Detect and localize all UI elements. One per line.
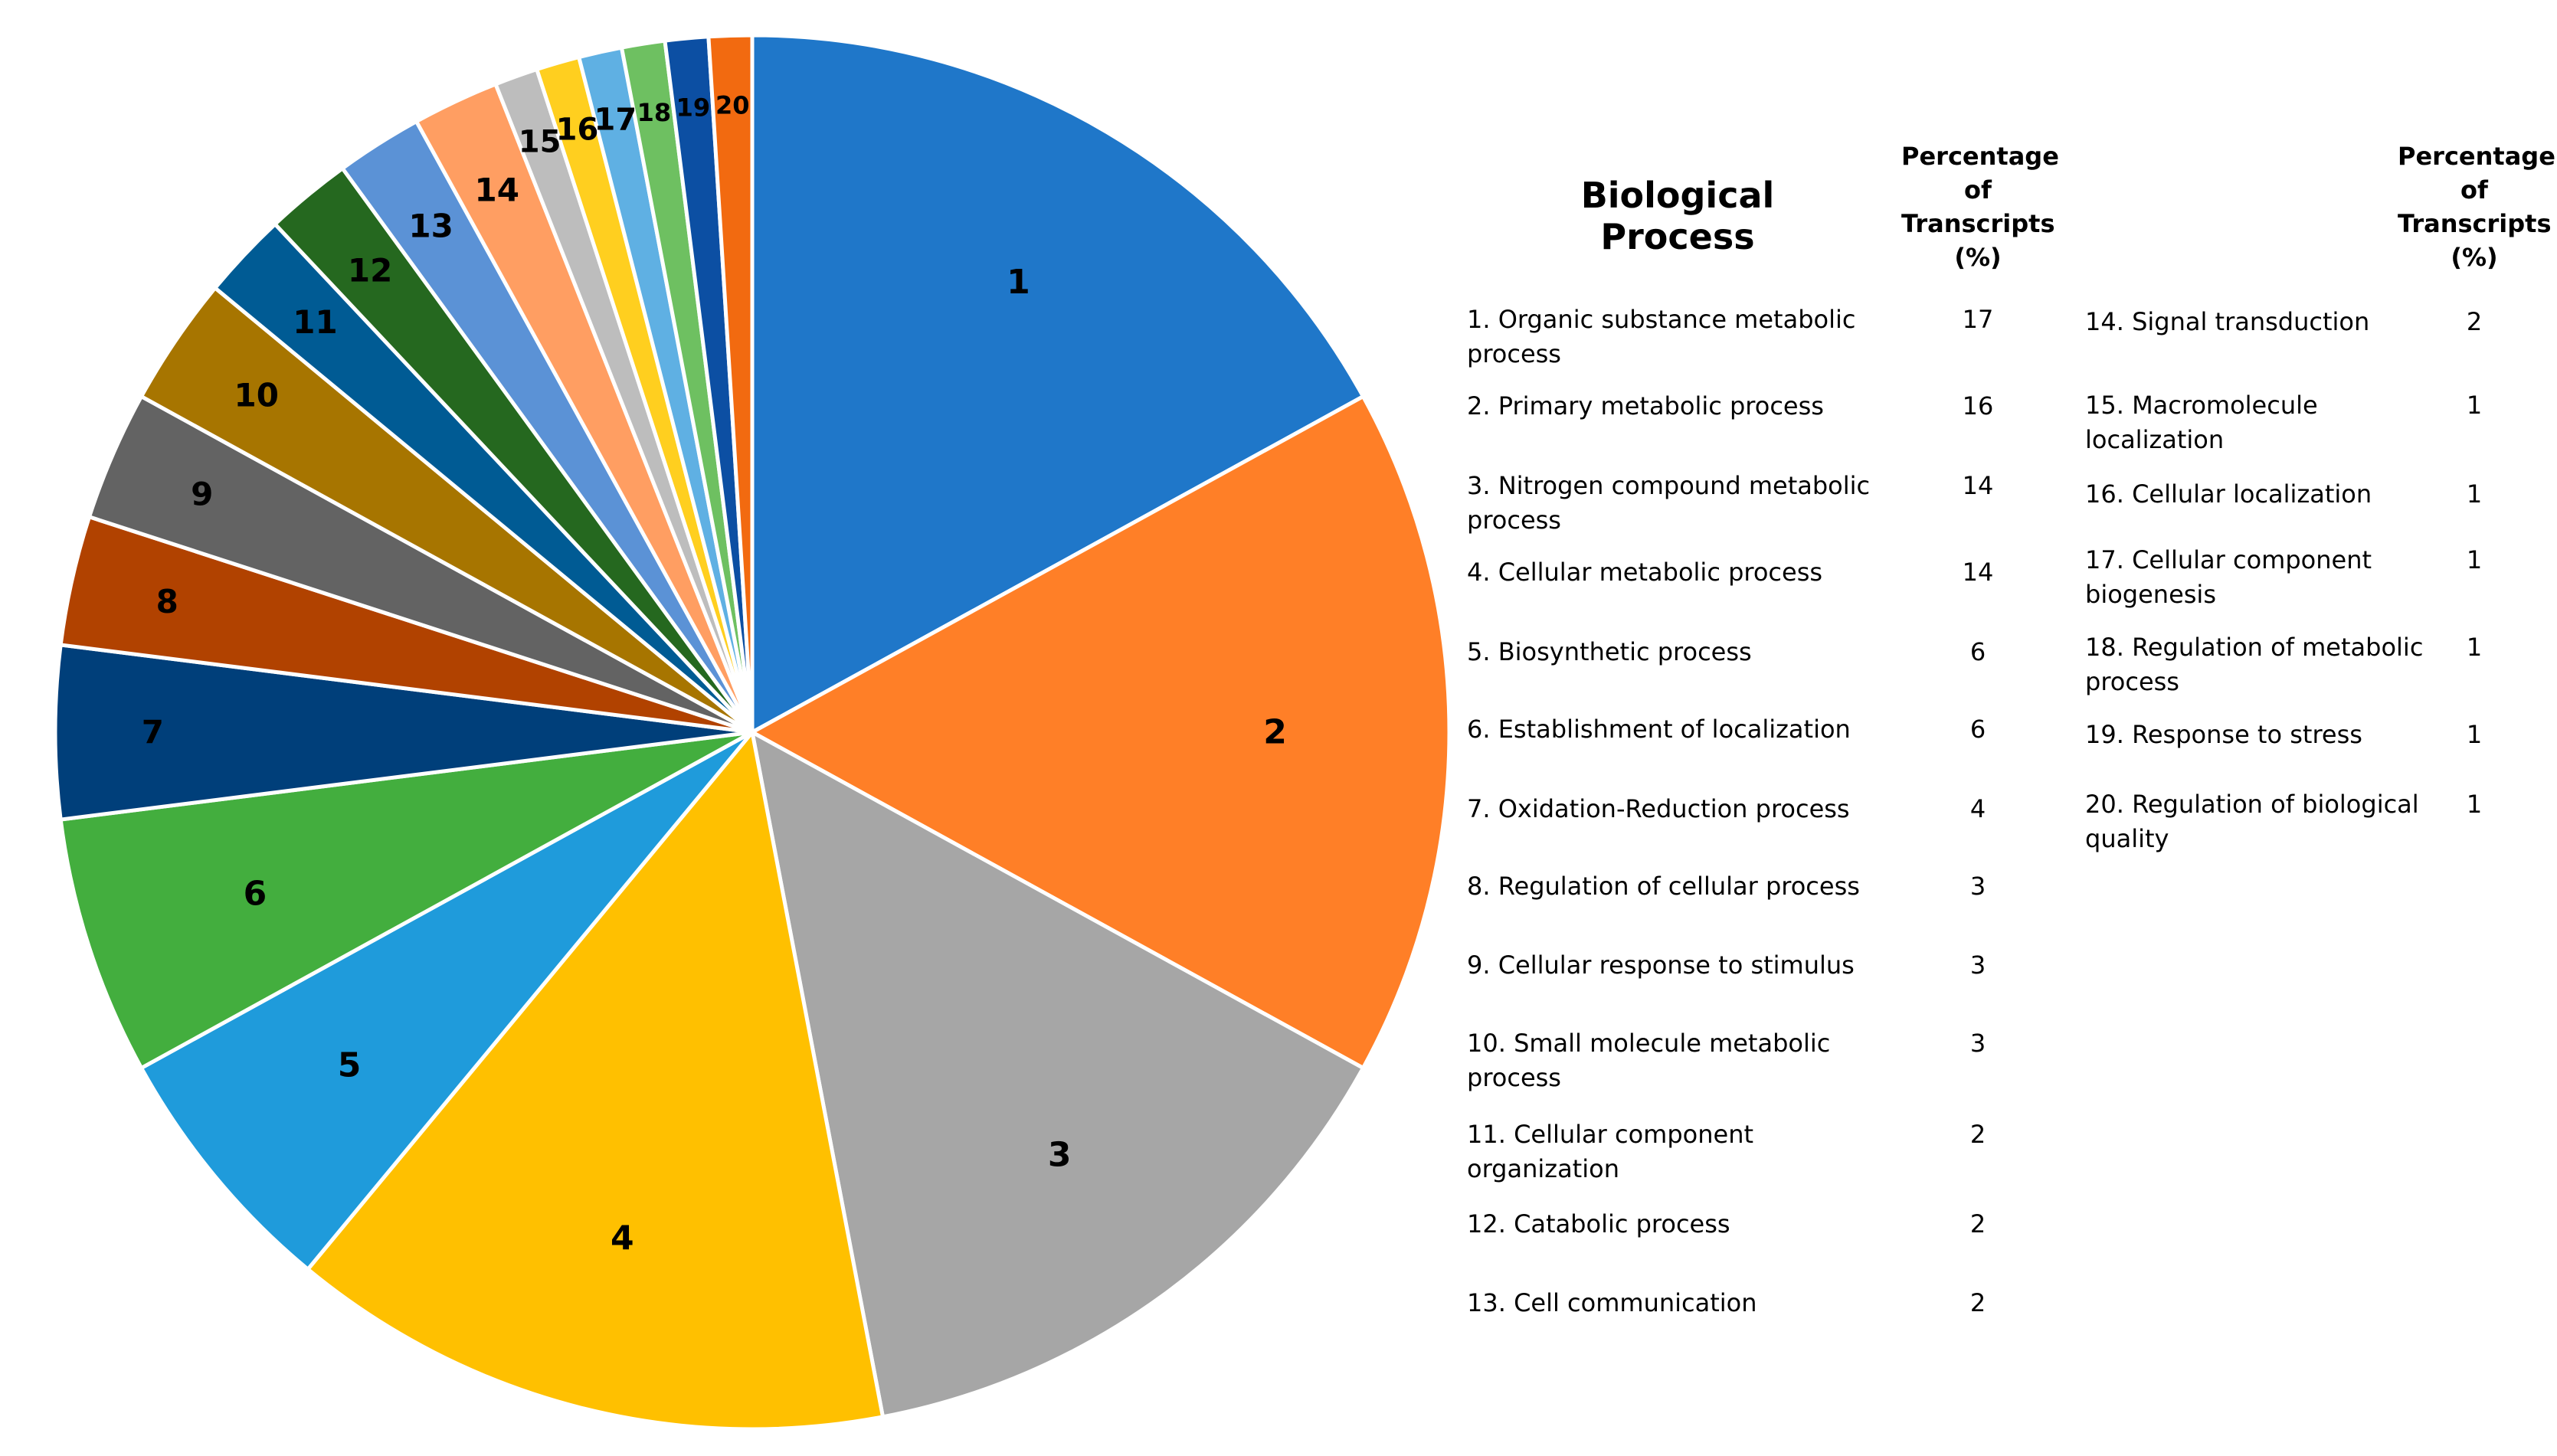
- pct-header-line-2: of: [2460, 175, 2488, 204]
- legend-row-label-3: 3. Nitrogen compound metabolic process: [1467, 471, 1871, 535]
- legend-row-value-15: 1: [2466, 391, 2483, 420]
- legend-row-value-13: 2: [1969, 1288, 1986, 1317]
- legend-row-label-10: 10. Small molecule metabolic process: [1467, 1029, 1831, 1092]
- legend-row-value-18: 1: [2466, 633, 2483, 662]
- slice-label-19: 19: [676, 93, 711, 123]
- legend-row-value-16: 1: [2466, 479, 2483, 509]
- slice-label-1: 1: [1007, 263, 1030, 302]
- slice-label-20: 20: [715, 90, 750, 119]
- legend-row-value-12: 2: [1969, 1209, 1986, 1238]
- pct-header-line-3: Transcripts: [2398, 209, 2552, 238]
- pct-header-left: Percentage of Transcripts (%): [1901, 139, 2059, 274]
- slice-label-15: 15: [519, 124, 561, 159]
- slice-label-5: 5: [338, 1046, 362, 1085]
- legend-row-value-5: 6: [1969, 637, 1986, 666]
- legend-row-value-3: 14: [1962, 471, 1994, 500]
- legend-row-value-9: 3: [1969, 950, 1986, 980]
- pie-slice-20: [706, 33, 755, 733]
- legend-row-value-4: 14: [1962, 558, 1994, 587]
- legend-row-label-14: 14. Signal transduction: [2085, 307, 2370, 336]
- legend-row-label-6: 6. Establishment of localization: [1467, 715, 1851, 744]
- legend-row-value-1: 17: [1962, 305, 1994, 334]
- pct-header-line-3: Transcripts: [1901, 209, 2055, 238]
- legend-row-label-13: 13. Cell communication: [1467, 1288, 1757, 1317]
- legend-row-value-7: 4: [1969, 794, 1986, 823]
- pct-header-right: Percentage of Transcripts (%): [2398, 139, 2555, 274]
- slice-label-16: 16: [556, 113, 599, 148]
- legend-row-label-16: 16. Cellular localization: [2085, 479, 2372, 509]
- legend-row-value-2: 16: [1962, 391, 1994, 420]
- slice-label-3: 3: [1048, 1136, 1072, 1175]
- pie-slice-2: [748, 394, 1452, 1071]
- slice-label-14: 14: [475, 171, 519, 208]
- slice-label-11: 11: [293, 303, 337, 341]
- legend-row-label-2: 2. Primary metabolic process: [1467, 391, 1824, 420]
- slice-label-2: 2: [1263, 713, 1287, 752]
- slice-label-8: 8: [156, 583, 178, 620]
- pct-header-line-1: Percentage: [1901, 142, 2059, 171]
- pie-slice-3: [749, 728, 1366, 1419]
- pie-slice-5: [139, 730, 754, 1272]
- legend-row-label-4: 4. Cellular metabolic process: [1467, 558, 1823, 587]
- pie-slice-7: [53, 643, 753, 822]
- legend-row-label-15: 15. Macromolecule localization: [2085, 391, 2318, 454]
- slice-label-10: 10: [234, 377, 279, 414]
- slice-label-18: 18: [637, 98, 672, 127]
- slice-label-7: 7: [142, 714, 164, 751]
- slice-label-17: 17: [594, 103, 637, 138]
- legend-row-label-20: 20. Regulation of biological quality: [2085, 790, 2419, 853]
- legend-row-value-17: 1: [2466, 545, 2483, 574]
- legend-row-label-7: 7. Oxidation-Reduction process: [1467, 794, 1850, 823]
- pie-slice-1: [750, 33, 1366, 736]
- legend-row-value-14: 2: [2466, 307, 2483, 336]
- legend-row-label-5: 5. Biosynthetic process: [1467, 637, 1752, 666]
- slice-label-6: 6: [244, 874, 267, 913]
- legend-row-value-11: 2: [1969, 1120, 1986, 1149]
- legend-row-label-11: 11. Cellular component organization: [1467, 1120, 1754, 1183]
- pct-header-line-2: of: [1964, 175, 1992, 204]
- pct-header-line-1: Percentage: [2398, 142, 2555, 171]
- legend-row-value-19: 1: [2466, 720, 2483, 749]
- legend-row-value-10: 3: [1969, 1029, 1986, 1058]
- slice-label-13: 13: [408, 208, 453, 245]
- legend-row-label-18: 18. Regulation of metabolic process: [2085, 633, 2424, 696]
- legend-row-label-9: 9. Cellular response to stimulus: [1467, 950, 1855, 980]
- legend-row-label-12: 12. Catabolic process: [1467, 1209, 1730, 1238]
- legend-row-label-1: 1. Organic substance metabolic process: [1467, 305, 1856, 368]
- legend-row-label-19: 19. Response to stress: [2085, 720, 2362, 749]
- pie-slice-4: [305, 728, 886, 1431]
- legend-row-value-20: 1: [2466, 790, 2483, 819]
- pct-header-line-4: (%): [2451, 243, 2498, 272]
- legend-row-label-17: 17. Cellular component biogenesis: [2085, 545, 2372, 609]
- legend-row-value-6: 6: [1969, 715, 1986, 744]
- legend-row-label-8: 8. Regulation of cellular process: [1467, 872, 1860, 901]
- table-title: Biological Process: [1580, 175, 1775, 257]
- legend-row-value-8: 3: [1969, 872, 1986, 901]
- slice-label-12: 12: [348, 251, 392, 289]
- slice-label-4: 4: [611, 1219, 634, 1258]
- pct-header-line-4: (%): [1954, 243, 2002, 272]
- slice-label-9: 9: [191, 476, 213, 513]
- pie-slice-6: [58, 730, 754, 1071]
